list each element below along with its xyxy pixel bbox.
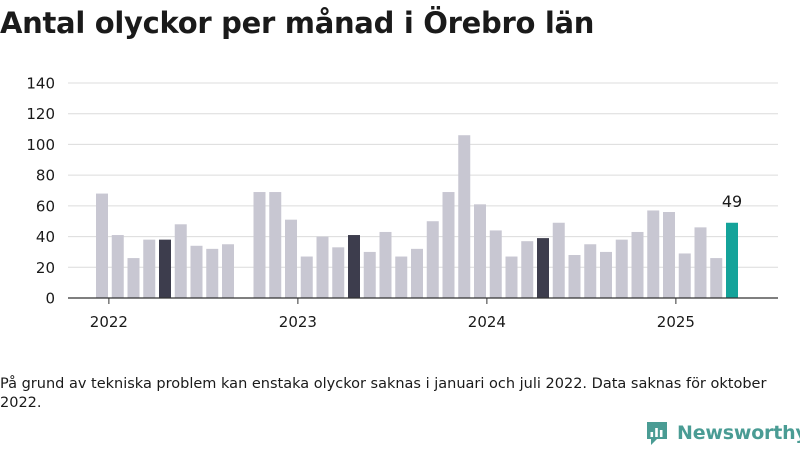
bar-2023-01 — [285, 219, 297, 298]
y-axis-ticks: 0 20 40 60 80 100 120 140 — [26, 75, 55, 308]
bar-2024-10 — [615, 239, 628, 298]
bar-2024-04 — [521, 241, 534, 298]
bar-2025-01 — [663, 212, 675, 298]
bar-2023-12 — [458, 135, 471, 298]
bar-2023-11 — [442, 192, 455, 298]
y-tick-label: 100 — [26, 136, 55, 154]
bar-2024-07 — [568, 255, 581, 298]
y-tick-label: 0 — [45, 290, 55, 308]
y-tick-label: 120 — [26, 105, 55, 123]
bar-2022-12 — [269, 192, 282, 298]
bar-2025-02 — [678, 253, 691, 298]
bar-2022-08 — [206, 248, 219, 298]
y-tick-label: 60 — [36, 197, 55, 215]
bar-2024-11 — [631, 231, 644, 298]
y-tick-label: 140 — [26, 75, 55, 93]
bar-2025-05 — [726, 222, 738, 298]
bar-chart: 0 20 40 60 80 100 120 140 2022 2023 2024 2025 49 — [26, 75, 778, 331]
bar-2022-05 — [159, 239, 171, 298]
y-tick-label: 20 — [36, 259, 55, 277]
bar-2023-04 — [332, 247, 345, 298]
brand-name: Newsworthy — [677, 422, 800, 444]
data-label-current: 49 — [722, 192, 742, 211]
bar-2023-06 — [363, 251, 376, 298]
data-labels: 49 — [722, 192, 742, 211]
footnote: På grund av tekniska problem kan enstaka… — [0, 376, 767, 411]
bar-2024-12 — [647, 210, 660, 298]
y-tick-label: 80 — [36, 167, 55, 185]
bar-2022-03 — [127, 258, 140, 298]
brand: Newsworthy — [645, 420, 800, 446]
x-tick-label: 2024 — [468, 313, 506, 331]
x-tick-label: 2022 — [90, 313, 128, 331]
bar-2023-05 — [348, 235, 360, 298]
x-tick-label: 2025 — [657, 313, 695, 331]
bar-2022-09 — [222, 244, 234, 298]
bar-2024-08 — [584, 244, 597, 298]
bar-2023-02 — [300, 256, 313, 298]
bar-2024-06 — [552, 222, 565, 298]
bar-2024-05 — [537, 238, 549, 298]
bar-2023-10 — [426, 221, 439, 298]
bar-2022-04 — [143, 239, 156, 298]
bar-2023-07 — [379, 231, 392, 298]
y-tick-label: 40 — [36, 228, 55, 246]
bar-2024-02 — [489, 230, 502, 298]
bar-2023-08 — [395, 256, 408, 298]
bar-2025-04 — [710, 258, 723, 298]
bar-2025-03 — [694, 227, 707, 298]
bar-2024-01 — [474, 204, 486, 298]
chart-title: Antal olyckor per månad i Örebro län — [0, 6, 595, 40]
bar-2024-09 — [600, 251, 612, 298]
bar-2023-09 — [411, 248, 423, 298]
bar-2022-07 — [190, 245, 203, 298]
bars — [96, 135, 738, 298]
bar-2022-11 — [253, 192, 266, 298]
bar-2022-06 — [174, 224, 187, 298]
bar-2023-03 — [316, 236, 329, 298]
x-tick-label: 2023 — [279, 313, 317, 331]
bar-2022-01 — [96, 193, 108, 298]
x-axis: 2022 2023 2024 2025 — [68, 297, 778, 331]
newsworthy-logo-icon — [647, 422, 667, 445]
bar-2022-02 — [111, 235, 124, 298]
bar-2024-03 — [505, 256, 518, 298]
